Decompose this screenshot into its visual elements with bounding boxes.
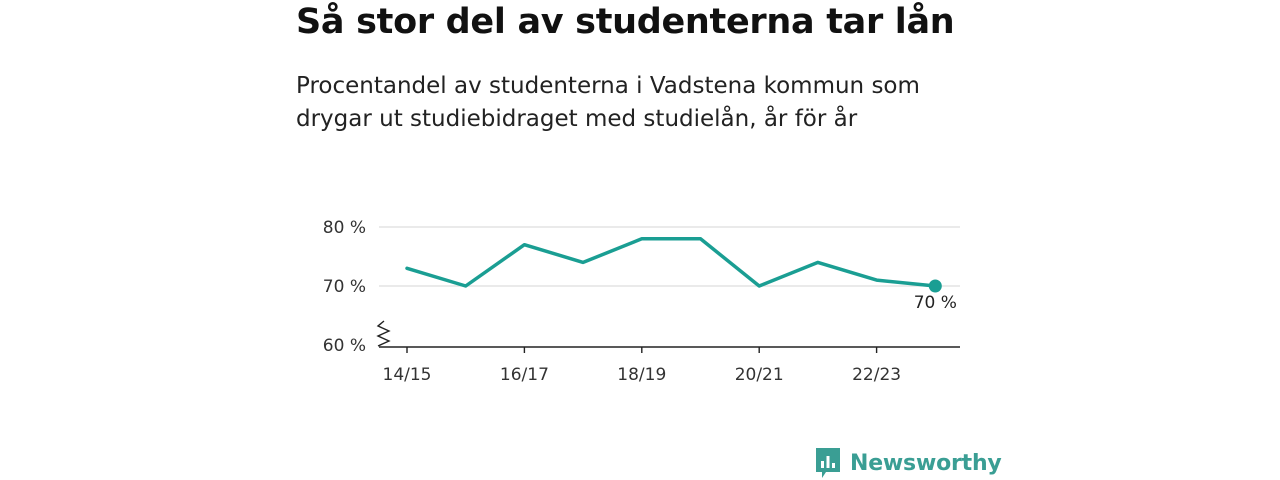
series-line <box>405 237 938 288</box>
x-tick-label: 22/23 <box>852 365 901 385</box>
axis-break-icon <box>376 320 391 347</box>
end-point-marker <box>928 279 942 293</box>
gridlines <box>379 226 960 287</box>
line-chart: 60 % 70 % 80 % 14/15 16/17 18/19 20/21 22/23 7… <box>323 218 960 385</box>
chart-title: Så stor del av studenterna tar lån <box>296 2 955 42</box>
annotations: 70 % <box>914 293 957 313</box>
y-tick-label: 60 % <box>323 336 366 356</box>
x-tick-label: 18/19 <box>617 365 666 385</box>
x-tick-label: 14/15 <box>383 365 432 385</box>
end-value-label: 70 % <box>914 293 957 313</box>
newsworthy-brand: Newsworthy <box>814 446 1002 480</box>
chart-subtitle: Procentandel av studenterna i Vadstena k… <box>296 73 920 132</box>
series-group <box>405 237 942 293</box>
newsworthy-logo-icon <box>816 448 840 478</box>
x-tick-label: 20/21 <box>735 365 784 385</box>
y-tick-label: 70 % <box>323 277 366 297</box>
brand-name: Newsworthy <box>850 450 1002 476</box>
y-axis: 60 % 70 % 80 % <box>323 218 366 356</box>
y-tick-label: 80 % <box>323 218 366 238</box>
x-axis: 14/15 16/17 18/19 20/21 22/23 <box>379 346 960 385</box>
x-tick-label: 16/17 <box>500 365 549 385</box>
